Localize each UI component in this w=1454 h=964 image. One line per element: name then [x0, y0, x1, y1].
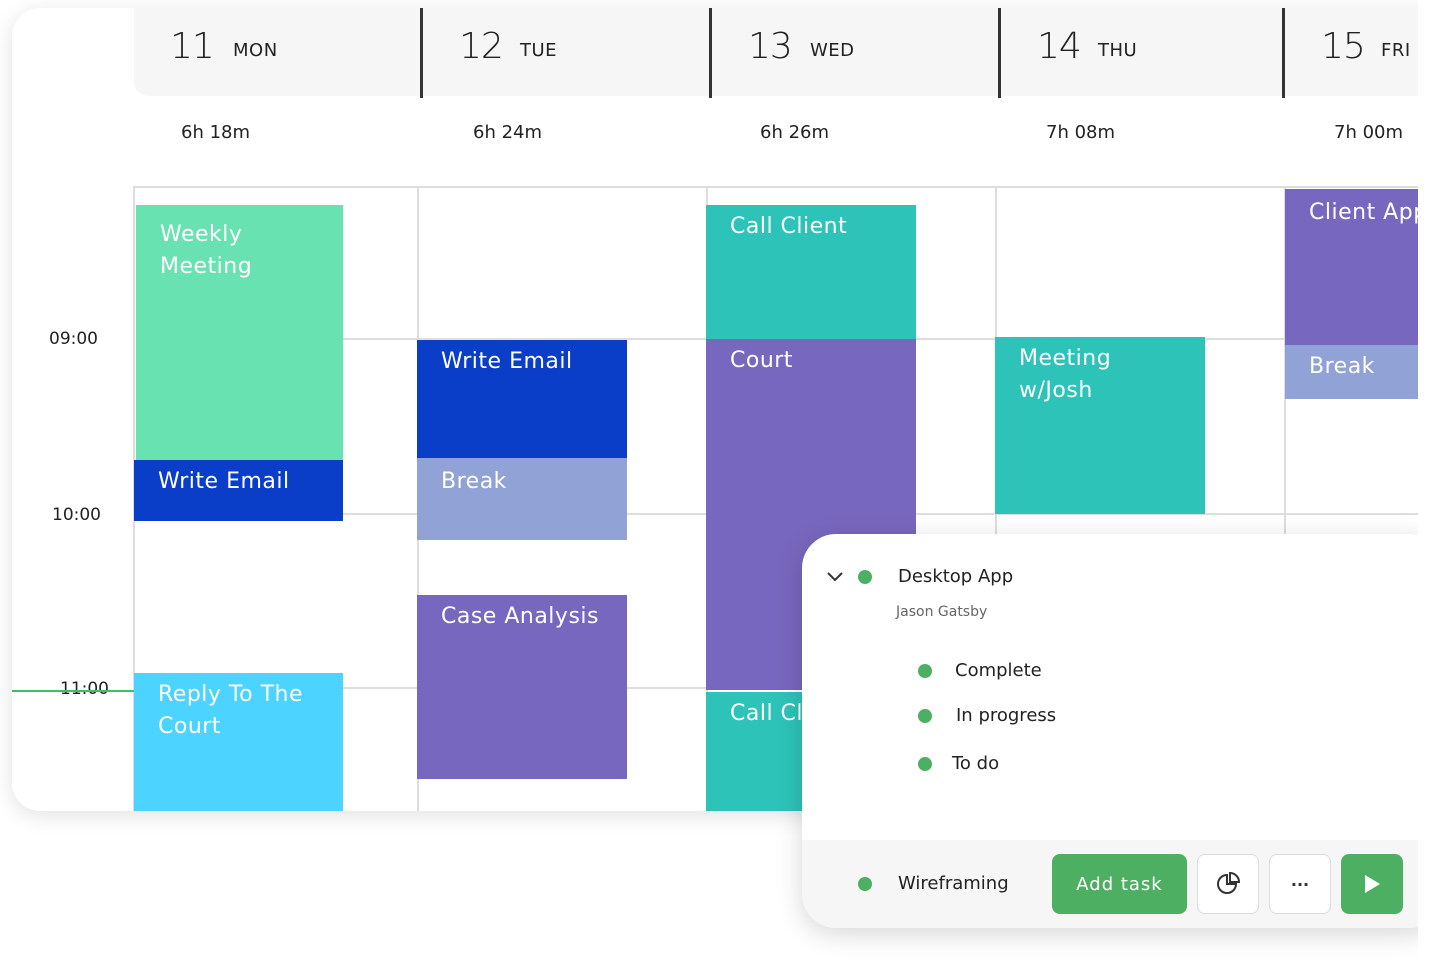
day-separator	[1282, 8, 1285, 98]
day-separator	[420, 8, 423, 98]
calendar-view: 11 MON 12 TUE 13 WED 14 THU 15 FRI 6h 18…	[12, 8, 1418, 928]
status-dot	[918, 757, 932, 771]
event-title: Client Appointm	[1309, 200, 1418, 225]
event-title: Break	[441, 469, 507, 494]
event-write-email[interactable]: Write Email	[417, 340, 627, 458]
day-number: 13	[748, 26, 793, 67]
day-name: MON	[233, 40, 278, 61]
status-dot	[918, 709, 932, 723]
event-title: Meeting w/Josh	[1019, 346, 1112, 403]
grid-line	[1284, 186, 1286, 811]
status-dot	[858, 570, 872, 584]
task-popup: Desktop App Jason Gatsby Complete In pro…	[802, 534, 1418, 928]
day-duration: 7h 08m	[1046, 122, 1116, 143]
event-case-analysis[interactable]: Case Analysis	[417, 595, 627, 779]
event-title: Break	[1309, 354, 1375, 379]
day-header-bar	[134, 8, 1418, 96]
day-number: 11	[170, 26, 215, 67]
event-call-client[interactable]: Call Client	[706, 205, 916, 339]
day-duration: 6h 18m	[181, 122, 251, 143]
event-break[interactable]: Break	[1285, 345, 1418, 399]
event-weekly-meeting[interactable]: Weekly Meeting	[136, 205, 343, 461]
day-separator	[709, 8, 712, 98]
status-label: In progress	[956, 705, 1057, 726]
current-task-label: Wireframing	[898, 873, 1009, 894]
event-title: Reply To The Court	[158, 682, 303, 739]
event-reply-to-court[interactable]: Reply To The Court	[134, 673, 343, 811]
event-title: Call Client	[730, 214, 848, 239]
day-name: FRI	[1381, 40, 1411, 61]
play-icon	[1365, 875, 1380, 893]
time-label: 10:00	[52, 505, 101, 525]
popup-footer: Wireframing Add task ···	[802, 840, 1418, 928]
add-task-button[interactable]: Add task	[1052, 854, 1187, 914]
grid-line	[134, 186, 1418, 188]
current-time-indicator	[12, 690, 134, 692]
day-number: 12	[459, 26, 504, 67]
add-task-label: Add task	[1076, 873, 1163, 895]
event-title: Write Email	[158, 469, 290, 494]
status-dot	[858, 877, 872, 891]
day-duration: 7h 00m	[1334, 122, 1404, 143]
pie-chart-icon	[1217, 871, 1241, 894]
event-title: Write Email	[441, 349, 573, 374]
day-duration: 6h 24m	[473, 122, 543, 143]
time-label: 09:00	[49, 329, 98, 349]
event-meeting-josh[interactable]: Meeting w/Josh	[995, 337, 1205, 514]
day-number: 15	[1321, 26, 1366, 67]
status-dot	[918, 664, 932, 678]
event-break[interactable]: Break	[417, 458, 627, 540]
project-owner: Jason Gatsby	[896, 604, 988, 620]
event-title: Call Cl	[730, 701, 804, 726]
status-label: To do	[952, 753, 1000, 774]
more-options-button[interactable]: ···	[1269, 854, 1331, 914]
status-label: Complete	[955, 660, 1042, 681]
day-name: THU	[1098, 40, 1138, 61]
day-separator	[998, 8, 1001, 98]
day-name: TUE	[520, 40, 558, 61]
event-write-email[interactable]: Write Email	[134, 460, 343, 521]
chevron-down-icon[interactable]	[826, 571, 844, 583]
report-button[interactable]	[1197, 854, 1259, 914]
more-icon: ···	[1290, 874, 1310, 894]
time-label: 11:00	[60, 679, 109, 699]
project-title: Desktop App	[898, 566, 1014, 587]
event-title: Court	[730, 348, 793, 373]
day-duration: 6h 26m	[760, 122, 830, 143]
event-client-appointment[interactable]: Client Appointm	[1285, 189, 1418, 345]
event-title: Weekly Meeting	[160, 222, 253, 279]
start-timer-button[interactable]	[1341, 854, 1403, 914]
day-number: 14	[1037, 26, 1082, 67]
event-title: Case Analysis	[441, 604, 599, 629]
day-name: WED	[810, 40, 855, 61]
